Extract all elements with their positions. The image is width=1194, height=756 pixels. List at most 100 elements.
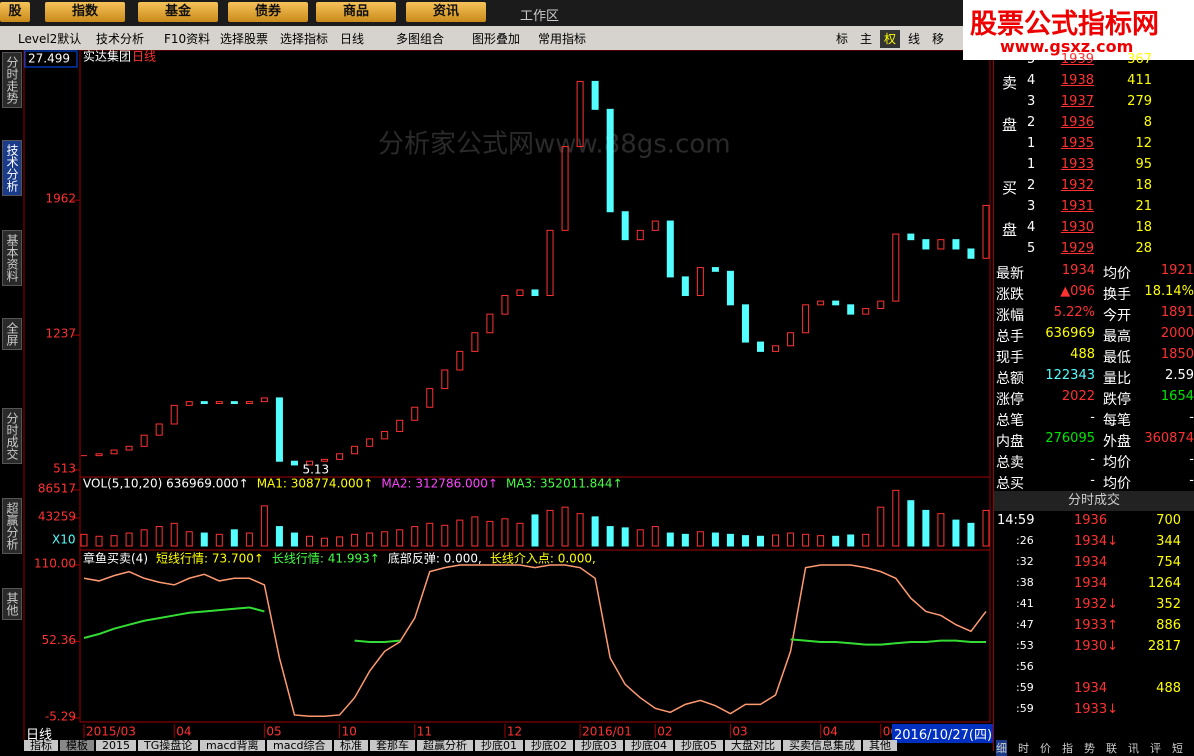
trade-time: :32 [1016, 555, 1034, 568]
candle [230, 401, 238, 405]
right-tab[interactable]: 评 [1150, 742, 1161, 755]
right-tab[interactable]: 讯 [1128, 742, 1139, 755]
y-tick-label: 86517 [38, 482, 76, 496]
side-tab[interactable]: 分时走势 [2, 52, 22, 108]
side-tab[interactable]: 其他 [2, 588, 22, 620]
top-label-box [24, 50, 78, 68]
stat-value: - [1090, 473, 1095, 488]
toolbar-item[interactable]: F10资料 [164, 32, 211, 46]
candle [832, 300, 840, 306]
low-label: 5.13 [302, 463, 329, 477]
right-tab[interactable]: 时 [1018, 742, 1029, 755]
order-volume: 18 [1135, 220, 1152, 235]
side-tab[interactable]: 超赢分析 [2, 498, 22, 554]
workspace[interactable]: 工作区 [520, 9, 560, 24]
side-tab[interactable]: 全屏 [2, 318, 22, 350]
menu-button[interactable]: 商品 [316, 2, 396, 22]
side-tab[interactable]: 分时成交 [2, 408, 22, 464]
candle [726, 270, 734, 306]
bottom-tab[interactable]: TG操盘论 [138, 740, 199, 751]
bottom-tab[interactable]: macd背离 [200, 740, 265, 751]
toolbar-item[interactable]: 选择指标 [280, 32, 329, 46]
candle [741, 304, 749, 343]
candle [787, 332, 795, 347]
order-volume: 21 [1135, 199, 1152, 214]
trade-time: :38 [1016, 576, 1034, 589]
menu-button[interactable]: 基金 [138, 2, 218, 22]
toolbar-toggle[interactable]: 移 [931, 32, 944, 46]
volume-bar [501, 518, 509, 547]
panel-frame [79, 49, 991, 478]
menu-button[interactable]: 资讯 [406, 2, 486, 22]
toolbar-toggle[interactable]: 标 [835, 32, 848, 46]
toolbar-item[interactable]: 常用指标 [538, 32, 587, 46]
candle [531, 289, 539, 297]
volume-bar [140, 529, 148, 547]
bottom-tab[interactable]: 模板 [60, 740, 94, 751]
trade-price: 1934↓ [1074, 534, 1118, 549]
menu-button[interactable]: 指数 [45, 2, 125, 22]
bottom-tab[interactable]: 其他 [863, 740, 897, 751]
toolbar-item[interactable]: 多图组合 [396, 32, 445, 46]
candle [636, 229, 644, 241]
right-tab[interactable]: 价 [1040, 742, 1051, 755]
toolbar-item[interactable]: 图形叠加 [472, 32, 521, 46]
right-tab[interactable]: 细 [996, 740, 1007, 756]
bottom-tab[interactable]: 抄底05 [675, 740, 723, 751]
volume-bar [982, 509, 990, 547]
candle [215, 401, 223, 405]
panel-header: MA1: 308774.000↑ [257, 477, 374, 491]
right-tab[interactable]: 短 [1172, 742, 1183, 755]
stat-value: 360874 [1144, 431, 1194, 446]
volume-bar [952, 519, 960, 547]
y-tick-label: 43259 [38, 509, 76, 523]
volume-bar [877, 506, 885, 547]
toolbar-item[interactable]: 技术分析 [96, 32, 145, 46]
menu-button[interactable]: 债券 [228, 2, 308, 22]
volume-bar [426, 522, 434, 547]
bottom-tab[interactable]: macd综合 [267, 740, 332, 751]
bottom-tab[interactable]: 指标 [24, 740, 58, 751]
right-tab[interactable]: 联 [1106, 742, 1117, 755]
bottom-tab[interactable]: 抄底02 [525, 740, 573, 751]
candle [757, 341, 764, 352]
right-tab[interactable]: 指 [1062, 742, 1073, 755]
bottom-tab[interactable]: 超赢分析 [417, 740, 473, 751]
bottom-tab[interactable]: 套那车 [370, 740, 415, 751]
toolbar-item[interactable]: Level2默认 [18, 32, 82, 46]
toolbar-item[interactable]: 日线 [340, 32, 365, 46]
bottom-tab[interactable]: 抄底01 [475, 740, 523, 751]
trade-price: 1934 [1074, 555, 1108, 570]
trade-volume: 344 [1156, 534, 1181, 549]
bottom-tab[interactable]: 抄底03 [575, 740, 623, 751]
volume-bar [741, 535, 749, 547]
side-tab[interactable]: 技术分析 [2, 140, 22, 196]
toolbar-item[interactable]: 选择股票 [220, 32, 269, 46]
bottom-tab[interactable]: 大盘对比 [725, 740, 781, 751]
candle [471, 332, 479, 352]
volume-bar [726, 533, 734, 547]
bottom-tab[interactable]: 2015 [96, 740, 136, 751]
toolbar-toggle[interactable]: 主 [859, 32, 872, 46]
bottom-tab[interactable]: 标准 [334, 740, 368, 751]
candle [321, 458, 329, 462]
indicator-line [354, 639, 400, 643]
candle [486, 313, 494, 334]
volume-bar [351, 533, 359, 547]
bottom-tab[interactable]: 抄底04 [625, 740, 673, 751]
candle [275, 397, 283, 462]
candle [125, 445, 133, 451]
panel-header: VOL(5,10,20) 636969.000↑ [83, 477, 249, 491]
order-level: 4 [1027, 220, 1036, 235]
right-tab[interactable]: 势 [1084, 742, 1095, 755]
candle [937, 239, 945, 250]
stat-value: - [1189, 473, 1194, 488]
menu-button[interactable]: 股 [0, 2, 30, 22]
toolbar-toggle[interactable]: 线 [907, 32, 920, 46]
period: 日线 [132, 50, 156, 64]
side-tab[interactable]: 基本资料 [2, 230, 22, 286]
bottom-tab[interactable]: 买卖信息集成 [783, 740, 861, 751]
toolbar-toggle[interactable]: 权 [880, 30, 900, 48]
candle [381, 430, 389, 440]
order-level: 5 [1027, 52, 1036, 67]
